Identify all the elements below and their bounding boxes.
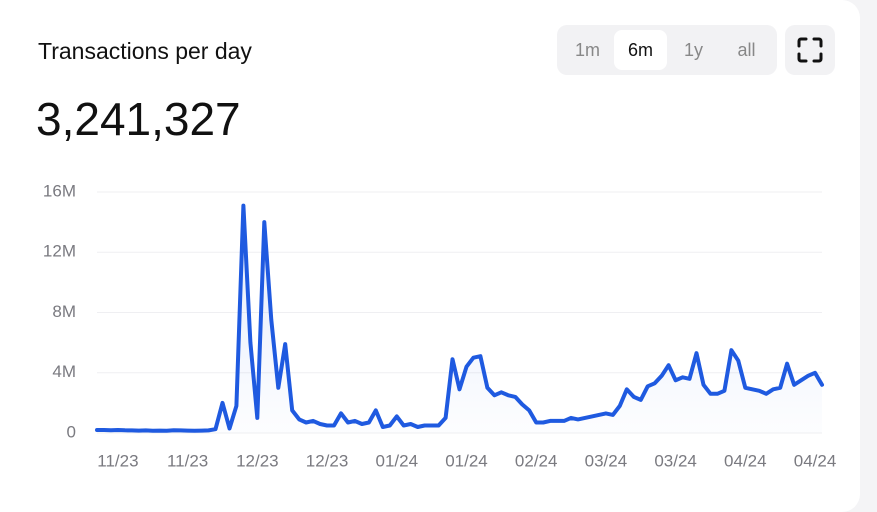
x-tick-label: 03/24 (654, 451, 697, 470)
range-button[interactable]: 1m (574, 40, 600, 60)
total-value: 3,241,327 (36, 93, 241, 145)
area-fill (97, 205, 822, 433)
y-tick-label: 0 (67, 422, 76, 441)
x-tick-label: 04/24 (724, 451, 767, 470)
range-button[interactable]: 6m (614, 30, 667, 70)
x-tick-label: 04/24 (794, 451, 837, 470)
y-tick-label: 8M (52, 302, 76, 321)
x-tick-label: 02/24 (515, 451, 558, 470)
x-tick-label: 01/24 (375, 451, 418, 470)
x-tick-label: 11/23 (167, 451, 208, 470)
y-tick-label: 16M (43, 181, 76, 200)
y-tick-label: 12M (43, 242, 76, 261)
line (95, 203, 824, 433)
y-tick-label: 4M (52, 362, 76, 381)
widget-title: Transactions per day (38, 38, 252, 64)
x-tick-label: 11/23 (97, 451, 138, 470)
range-button[interactable]: 1y (683, 40, 703, 60)
x-tick-label: 12/23 (236, 451, 279, 470)
x-tick-label: 12/23 (306, 451, 349, 470)
fullscreen-icon (797, 37, 823, 63)
x-tick-label: 01/24 (445, 451, 488, 470)
range-selector: 1m 6m 1y all (557, 25, 777, 75)
range-button[interactable]: all (737, 40, 756, 60)
x-tick-label: 03/24 (585, 451, 628, 470)
fullscreen-button[interactable] (785, 25, 835, 75)
